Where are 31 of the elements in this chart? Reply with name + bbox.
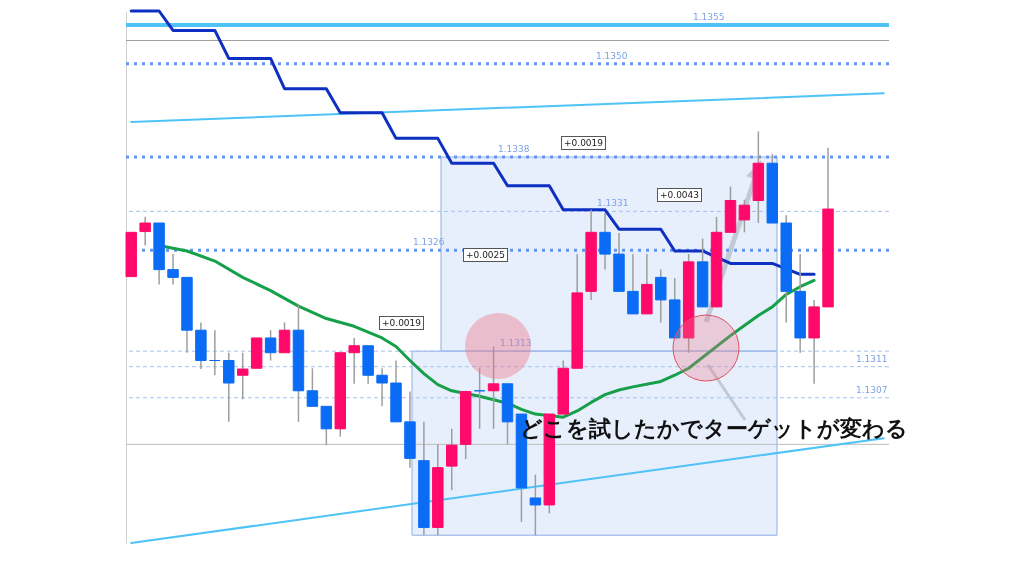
ref-line-label: 1.1326: [413, 237, 445, 248]
ref-line-label: 1.1355: [693, 11, 725, 22]
candlestick: [167, 253, 179, 286]
candlestick: [655, 268, 667, 324]
candlestick: [487, 345, 500, 430]
candlestick: [348, 337, 360, 385]
candlestick: [320, 405, 333, 446]
candlestick: [738, 198, 751, 234]
candlestick: [529, 473, 542, 536]
ref-line-label: 1.1307: [856, 384, 888, 395]
candlestick: [223, 351, 235, 423]
candlestick: [627, 253, 639, 315]
annotation: +0.0043: [657, 188, 703, 202]
candlestick: [599, 212, 611, 271]
candlestick: [376, 367, 388, 408]
candlestick: [306, 367, 319, 408]
candlestick: [236, 351, 249, 401]
candlestick: [278, 321, 291, 354]
ref-line-label: 1.1350: [596, 50, 628, 61]
ref-line-label: 1.1313: [500, 338, 532, 349]
annotation: +0.0019: [561, 136, 607, 150]
candlestick: [209, 329, 221, 376]
candlestick: [139, 216, 151, 247]
ref-line-label: 1.1338: [498, 144, 530, 155]
candlestick: [264, 329, 277, 362]
candlestick: [446, 428, 458, 491]
annotation: +0.0025: [463, 248, 509, 262]
candlestick: [473, 367, 486, 430]
ref-line-label: 1.1311: [856, 353, 888, 364]
annotation: +0.0019: [379, 316, 425, 330]
ref-line-label: 1.1331: [597, 198, 629, 209]
